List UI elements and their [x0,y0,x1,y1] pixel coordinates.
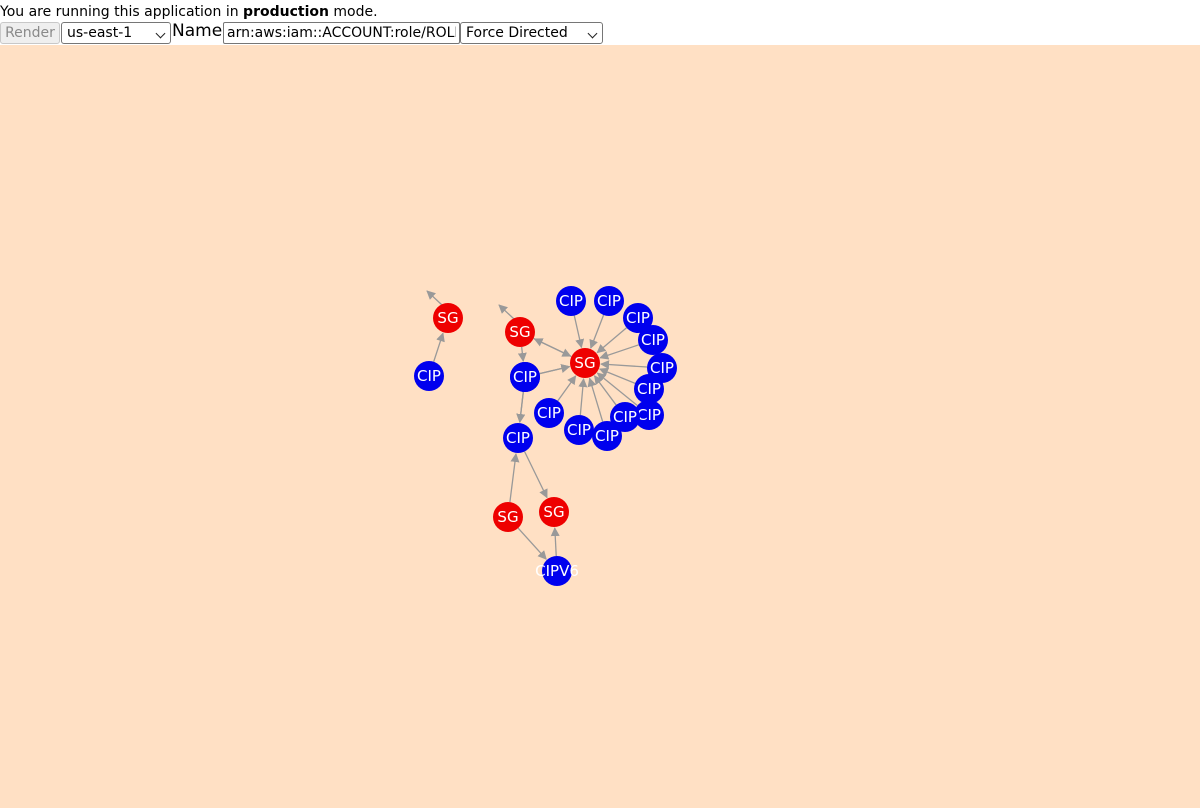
render-button[interactable]: Render [0,22,60,44]
node-circle[interactable] [638,325,668,355]
graph-node-sg[interactable]: SG [433,303,463,333]
banner-suffix: mode. [333,4,378,20]
chevron-down-icon [155,28,166,39]
node-label: CIP [650,359,674,377]
node-circle[interactable] [556,286,586,316]
node-circle[interactable] [510,362,540,392]
graph-edge [433,332,445,362]
name-label: Name: [172,21,228,41]
graph-edge [596,327,627,354]
node-label: CIP [506,429,530,447]
graph-node-cip[interactable]: CIP [623,303,653,333]
graph-node-cip[interactable]: CIP [503,423,533,453]
graph-edge [587,377,604,422]
graph-edge [509,452,520,503]
layout-select[interactable]: Force Directed [460,22,603,44]
graph-node-cip[interactable]: CIP [564,415,594,445]
node-label: CIP [559,292,583,310]
graph-node-cip[interactable]: CIP [510,362,540,392]
graph-node-cip[interactable]: CIP [594,286,624,316]
node-label: CIP [626,309,650,327]
node-label: CIP [637,406,661,424]
node-circle[interactable] [493,502,523,532]
graph-node-cip[interactable]: CIP [534,398,564,428]
toolbar: Render us-east-1 Name: Force Directed [0,21,1200,45]
graph-edge [557,375,577,402]
node-circle[interactable] [414,361,444,391]
node-label: CIP [567,421,591,439]
graph-edge [593,375,617,406]
node-circle[interactable] [534,398,564,428]
graph-edge [598,367,636,384]
graph-edge [523,451,548,499]
node-label: CIP [537,404,561,422]
node-label: SG [543,503,564,521]
graph-node-cip[interactable]: CIP [556,286,586,316]
graph-node-cip[interactable]: CIP [638,325,668,355]
graph-edge-stub [426,290,443,306]
graph-edge [550,527,560,557]
graph-edge [600,360,648,370]
environment-banner: You are running this application in prod… [0,3,378,21]
graph-edge [516,391,526,423]
graph-node-cip[interactable]: CIP [634,400,664,430]
name-input[interactable] [223,22,460,44]
graph-node-cip[interactable]: CIP [610,402,640,432]
graph-node-sg[interactable]: SG [493,502,523,532]
chevron-down-icon [587,28,598,39]
graph-edge [578,378,588,416]
node-circle[interactable] [570,348,600,378]
node-circle[interactable] [610,402,640,432]
graph-edge [573,315,585,349]
region-select-value: us-east-1 [67,25,133,41]
graph-node-sg[interactable]: SG [570,348,600,378]
graph-edge [517,527,547,560]
node-circle[interactable] [539,497,569,527]
node-circle[interactable] [592,421,622,451]
node-label: CIP [597,292,621,310]
graph-edge-stub [498,304,515,320]
graph-node-sg[interactable]: SG [539,497,569,527]
node-circle[interactable] [433,303,463,333]
node-label: CIP [513,368,537,386]
graph-node-sg[interactable]: SG [505,317,535,347]
node-label: CIP [613,408,637,426]
node-circle[interactable] [503,423,533,453]
graph-node-cip[interactable]: CIP [592,421,622,451]
layout-select-value: Force Directed [466,25,568,41]
node-circle[interactable] [634,400,664,430]
graph-edge [589,314,605,349]
node-label: CIP [417,367,441,385]
graph-edge [596,372,638,407]
node-circle[interactable] [564,415,594,445]
node-label: CIP [595,427,619,445]
node-circle[interactable] [542,556,572,586]
banner-mode: production [243,4,329,20]
node-label: SG [437,309,458,327]
node-label: SG [497,508,518,526]
node-circle[interactable] [594,286,624,316]
node-label: CIP [641,331,665,349]
banner-prefix: You are running this application in [0,4,239,20]
node-circle[interactable] [505,317,535,347]
node-label: SG [574,354,595,372]
graph-edge [599,344,639,360]
node-circle[interactable] [634,374,664,404]
graph-edge [517,346,527,362]
node-label: CIP [637,380,661,398]
graph-node-cip[interactable]: CIP [414,361,444,391]
node-label: CIPV6 [535,562,579,580]
node-circle[interactable] [623,303,653,333]
graph-edge [539,364,571,375]
graph-edge [533,337,572,357]
graph-node-cip[interactable]: CIPV6 [535,556,579,586]
region-select[interactable]: us-east-1 [61,22,171,44]
graph-canvas[interactable]: SG CIP SG SG CIP CIP CIP CIP CIP CIP CIP CIP CIP CIP C… [0,45,1200,808]
node-label: SG [509,323,530,341]
graph-node-cip[interactable]: CIP [634,374,664,404]
